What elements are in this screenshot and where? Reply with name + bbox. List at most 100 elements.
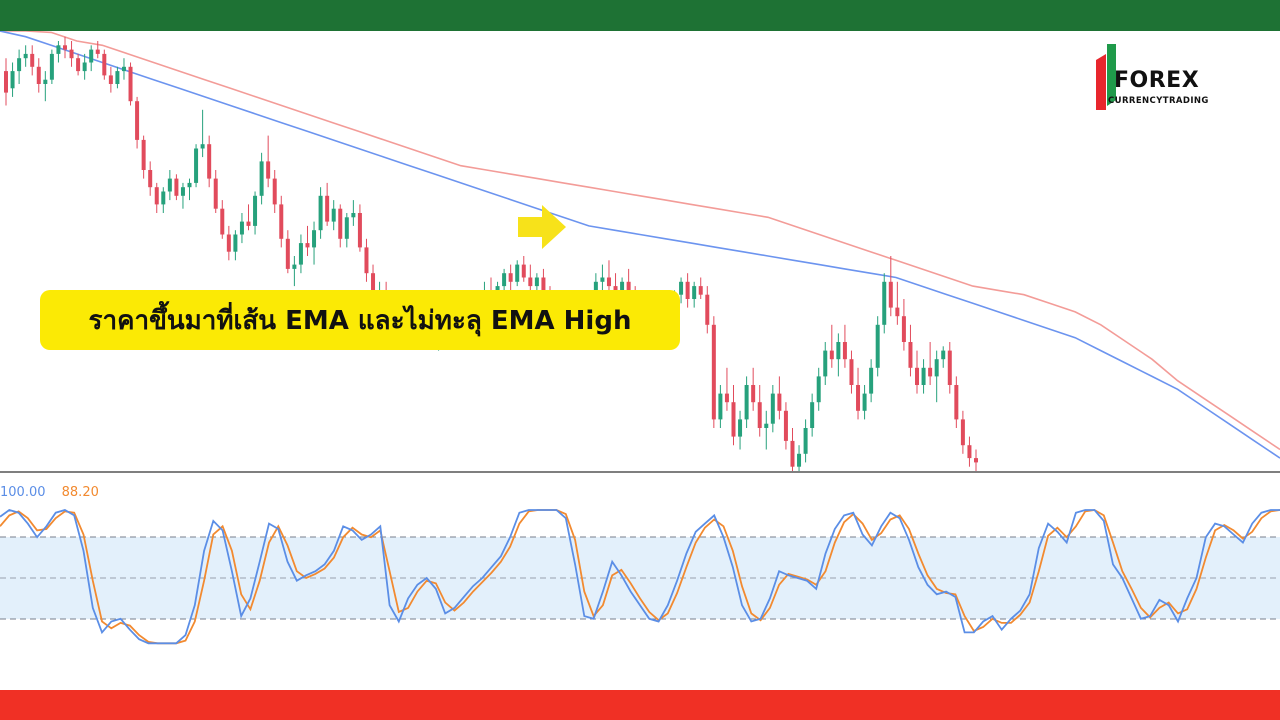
- candle-body: [947, 350, 952, 385]
- candle: [266, 135, 271, 188]
- candle-body: [606, 277, 611, 287]
- candle-body: [62, 45, 67, 50]
- candle: [220, 200, 225, 239]
- candle: [10, 62, 15, 97]
- candle-body: [941, 350, 946, 360]
- candle: [921, 359, 926, 394]
- candle: [711, 316, 716, 428]
- candle: [842, 324, 847, 368]
- candle: [312, 221, 317, 265]
- candle: [331, 200, 336, 231]
- candle: [856, 367, 861, 420]
- candle-body: [17, 58, 22, 72]
- candle-body: [960, 419, 965, 446]
- candle-body: [849, 359, 854, 385]
- candle-body: [148, 170, 153, 188]
- candle: [692, 281, 697, 308]
- candle: [298, 234, 303, 274]
- top-banner-band: [0, 0, 1280, 31]
- candle: [947, 342, 952, 394]
- stoch-k-value: 100.00: [0, 485, 46, 500]
- candle-body: [724, 393, 729, 403]
- candle-body: [954, 385, 959, 420]
- candle: [724, 367, 729, 411]
- candle-body: [30, 53, 35, 67]
- candle: [259, 152, 264, 205]
- candle-body: [895, 307, 900, 317]
- candle: [941, 346, 946, 368]
- candle: [718, 385, 723, 428]
- candle: [213, 170, 218, 213]
- candle: [790, 428, 795, 471]
- candle: [528, 264, 533, 295]
- logo-subtitle: CURRENCYTRADING: [1108, 96, 1209, 106]
- candle-body: [869, 367, 874, 394]
- candle: [207, 135, 212, 188]
- candle: [823, 342, 828, 385]
- candle: [934, 350, 939, 403]
- logo-red-bar: [1096, 54, 1106, 110]
- candle-body: [692, 286, 697, 299]
- candle: [803, 419, 808, 463]
- candle: [816, 367, 821, 411]
- candle: [102, 49, 107, 80]
- candle-body: [233, 234, 238, 252]
- candle-body: [757, 402, 762, 428]
- candle: [960, 410, 965, 454]
- candle: [915, 350, 920, 394]
- ema-high-line: [0, 31, 1280, 451]
- candle-body: [770, 393, 775, 424]
- candle: [875, 316, 880, 377]
- candle-body: [600, 277, 605, 282]
- candle-body: [541, 277, 546, 299]
- candle: [357, 204, 362, 252]
- right-arrow-icon: [518, 205, 566, 249]
- candle: [829, 324, 834, 368]
- forex-logo-icon: [1096, 44, 1116, 110]
- trading-chart: [0, 31, 1280, 645]
- stochastic-panel: [0, 509, 1280, 645]
- candle-body: [842, 342, 847, 360]
- candle-body: [915, 367, 920, 385]
- candle: [744, 376, 749, 428]
- logo-green-bar: [1107, 44, 1116, 106]
- candle-body: [318, 195, 323, 231]
- candle-body: [921, 367, 926, 385]
- candle-body: [102, 53, 107, 76]
- candle-body: [534, 277, 539, 287]
- candle: [770, 385, 775, 433]
- candle: [325, 182, 330, 226]
- candle: [797, 445, 802, 471]
- candle-body: [783, 410, 788, 441]
- candle: [23, 45, 28, 67]
- annotation-callout: ราคาขึ้นมาที่เส้น EMA และไม่ทะลุ EMA Hig…: [40, 290, 680, 350]
- candle-body: [357, 213, 362, 248]
- candle: [285, 230, 290, 274]
- candle: [69, 41, 74, 67]
- candle: [731, 385, 736, 446]
- candle: [318, 187, 323, 239]
- candle: [49, 49, 54, 84]
- candle: [167, 170, 172, 201]
- candle-body: [82, 62, 87, 72]
- candle-body: [154, 187, 159, 205]
- candle-body: [705, 294, 710, 325]
- candle: [135, 96, 140, 149]
- candle-body: [253, 195, 258, 226]
- candle: [338, 204, 343, 248]
- candle: [76, 53, 81, 76]
- candle-body: [108, 75, 113, 84]
- candle-body: [364, 247, 369, 274]
- candle-body: [325, 195, 330, 222]
- bottom-banner-band: [0, 690, 1280, 720]
- candle-body: [49, 53, 54, 80]
- candle: [4, 58, 8, 106]
- candle: [246, 204, 251, 231]
- stoch-k-line: [0, 509, 1280, 645]
- candle: [606, 260, 611, 295]
- candle: [161, 187, 166, 213]
- candle-body: [180, 187, 185, 196]
- candle: [738, 410, 743, 450]
- candle-body: [731, 402, 736, 437]
- candle-body: [69, 49, 74, 59]
